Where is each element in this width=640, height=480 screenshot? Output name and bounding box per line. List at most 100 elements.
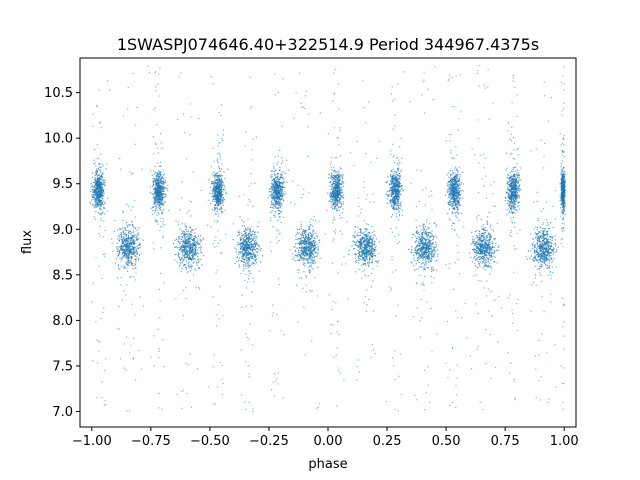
data-point — [336, 177, 338, 179]
data-point — [154, 191, 156, 193]
data-point — [158, 184, 160, 186]
data-point — [287, 169, 289, 171]
data-point — [359, 245, 361, 247]
data-point — [280, 221, 282, 223]
data-point — [185, 247, 188, 250]
data-point — [271, 186, 273, 189]
data-point — [342, 182, 344, 184]
data-point — [101, 181, 103, 183]
data-point — [125, 243, 127, 245]
data-point — [245, 265, 247, 267]
data-point — [157, 201, 159, 204]
data-point — [281, 196, 283, 198]
data-point — [214, 186, 216, 188]
data-point — [223, 178, 226, 180]
data-point — [195, 287, 197, 289]
data-point — [284, 191, 286, 193]
data-point — [121, 240, 123, 242]
data-point — [371, 247, 373, 249]
data-point — [332, 192, 334, 194]
data-point — [156, 181, 158, 184]
data-point — [156, 175, 158, 177]
data-point — [271, 198, 273, 200]
data-point — [90, 183, 92, 185]
data-point — [173, 242, 175, 245]
data-point — [336, 208, 338, 210]
data-point — [102, 176, 104, 178]
data-point — [336, 196, 339, 198]
data-point — [312, 246, 314, 248]
data-point — [368, 240, 370, 242]
data-point — [213, 188, 215, 190]
data-point — [191, 238, 193, 241]
data-point — [94, 193, 97, 195]
data-point — [311, 234, 314, 236]
data-point — [164, 180, 167, 182]
data-point — [189, 226, 191, 228]
data-point — [200, 251, 202, 254]
data-point — [93, 190, 95, 192]
data-point — [133, 242, 135, 244]
data-point — [154, 179, 156, 181]
data-point — [163, 173, 165, 175]
data-point — [202, 237, 204, 239]
data-point — [97, 178, 99, 180]
data-point — [367, 252, 369, 254]
data-point — [367, 249, 369, 251]
data-point — [180, 248, 182, 250]
data-point — [97, 181, 99, 183]
scatter-points — [89, 65, 566, 412]
data-point — [158, 183, 160, 185]
data-point — [135, 228, 137, 230]
data-point — [218, 200, 220, 202]
data-point — [357, 240, 359, 243]
data-point — [341, 189, 343, 191]
data-point — [103, 192, 105, 194]
data-point — [212, 190, 215, 192]
data-point — [339, 186, 341, 188]
data-point — [102, 212, 104, 214]
data-point — [294, 243, 297, 245]
data-point — [132, 243, 134, 245]
data-point — [221, 139, 224, 141]
data-point — [303, 251, 305, 253]
data-point — [301, 256, 303, 258]
data-point — [121, 227, 123, 229]
data-point — [243, 254, 245, 256]
data-point — [361, 251, 363, 253]
data-point — [314, 237, 316, 239]
data-point — [246, 256, 248, 258]
data-point — [269, 175, 271, 177]
data-point — [334, 185, 336, 187]
data-point — [275, 196, 277, 198]
data-point — [212, 183, 214, 185]
data-point — [215, 201, 217, 203]
data-point — [161, 181, 163, 183]
data-point — [244, 233, 246, 235]
data-point — [275, 207, 277, 209]
data-point — [216, 176, 218, 178]
data-point — [362, 258, 365, 260]
data-point — [134, 216, 136, 218]
data-point — [212, 187, 214, 189]
data-point — [248, 261, 250, 263]
data-point — [213, 207, 216, 209]
data-point — [303, 243, 305, 245]
data-point — [271, 204, 273, 206]
data-point — [128, 247, 130, 249]
data-point — [128, 235, 130, 237]
data-point — [128, 260, 130, 262]
data-point — [315, 243, 318, 245]
data-point — [248, 252, 250, 254]
data-point — [221, 185, 223, 187]
data-point — [255, 259, 257, 261]
data-point — [96, 193, 98, 195]
data-point — [223, 171, 225, 173]
data-point — [278, 216, 281, 218]
data-point — [365, 246, 368, 248]
data-point — [254, 259, 256, 261]
data-point — [348, 253, 350, 255]
data-point — [95, 183, 97, 186]
data-point — [102, 197, 104, 200]
data-point — [234, 247, 236, 249]
